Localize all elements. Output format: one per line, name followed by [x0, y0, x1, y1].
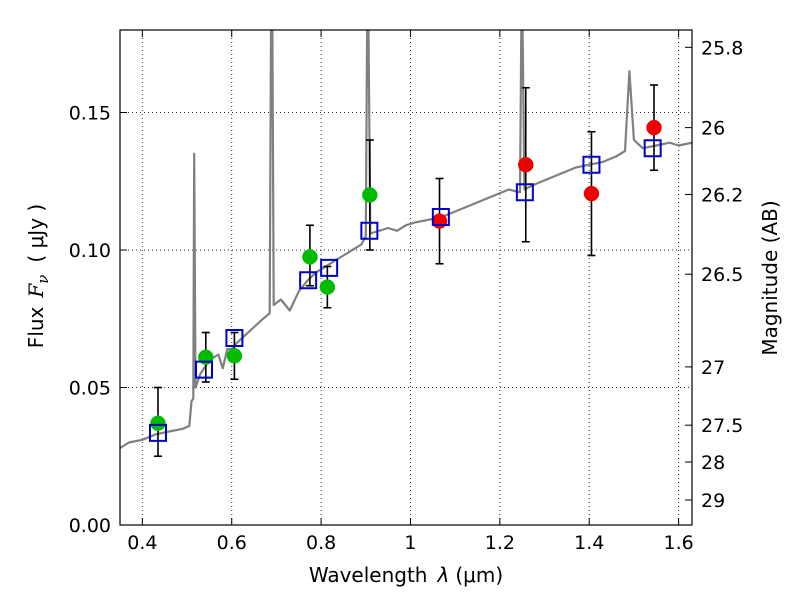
model-square-point — [431, 208, 450, 226]
model-square-point — [320, 258, 339, 277]
red-observed-point — [583, 185, 600, 202]
model-square-point — [195, 360, 214, 379]
y-tick-label: 0.15 — [69, 103, 111, 125]
x-tick-label: 0.8 — [306, 532, 336, 554]
green-observed-point — [226, 348, 243, 364]
y-tick-label: 0.10 — [69, 240, 111, 262]
plot-frame — [119, 29, 693, 526]
red-observed-point — [431, 213, 448, 229]
mag-tick-label: 26 — [701, 118, 725, 140]
model-square-point — [299, 271, 318, 290]
mag-tick-label: 26.5 — [701, 264, 743, 286]
model-square-point — [360, 221, 379, 240]
green-observed-point — [150, 415, 166, 431]
green-observed-point — [302, 249, 318, 265]
plot-background — [120, 30, 692, 525]
green-observed-point — [362, 187, 378, 203]
y-tick-label: 0.00 — [69, 515, 111, 537]
y2-axis-label: Magnitude (AB) — [758, 200, 782, 355]
x-tick-label: 1.4 — [574, 532, 604, 554]
mag-tick-label: 27.5 — [701, 415, 743, 437]
mag-tick-label: 29 — [701, 490, 725, 512]
x-tick-label: 1 — [404, 532, 416, 554]
model-square-point — [582, 155, 601, 174]
mag-tick-label: 28 — [701, 452, 725, 474]
mag-tick-label: 27 — [701, 357, 725, 379]
model-square-point — [225, 329, 244, 347]
mag-tick-label: 26.2 — [701, 184, 743, 206]
green-observed-point — [319, 279, 336, 295]
plot-area — [120, 30, 692, 458]
mag-tick-label: 25.8 — [701, 37, 743, 59]
red-observed-point — [518, 157, 534, 173]
x-tick-label: 1.2 — [485, 532, 515, 554]
x-tick-label: 0.4 — [127, 532, 157, 554]
model-square-point — [148, 423, 167, 442]
x-tick-label: 0.6 — [217, 532, 247, 554]
y-axis-label: FluxFν( μJy ) — [24, 204, 52, 348]
sed-model-line — [120, 30, 692, 449]
red-observed-point — [646, 119, 662, 136]
model-square-point — [515, 183, 534, 202]
y-tick-label: 0.05 — [69, 378, 111, 400]
axes: 0.4 0.6 0.8 1 1.2 1.4 1.6 0.00 0.05 0.10 0.15 25.8 2… — [69, 30, 743, 554]
model-square-point — [643, 139, 662, 158]
x-axis-label: Wavelength λ (μm) — [309, 563, 503, 587]
x-tick-label: 1.6 — [663, 532, 693, 554]
